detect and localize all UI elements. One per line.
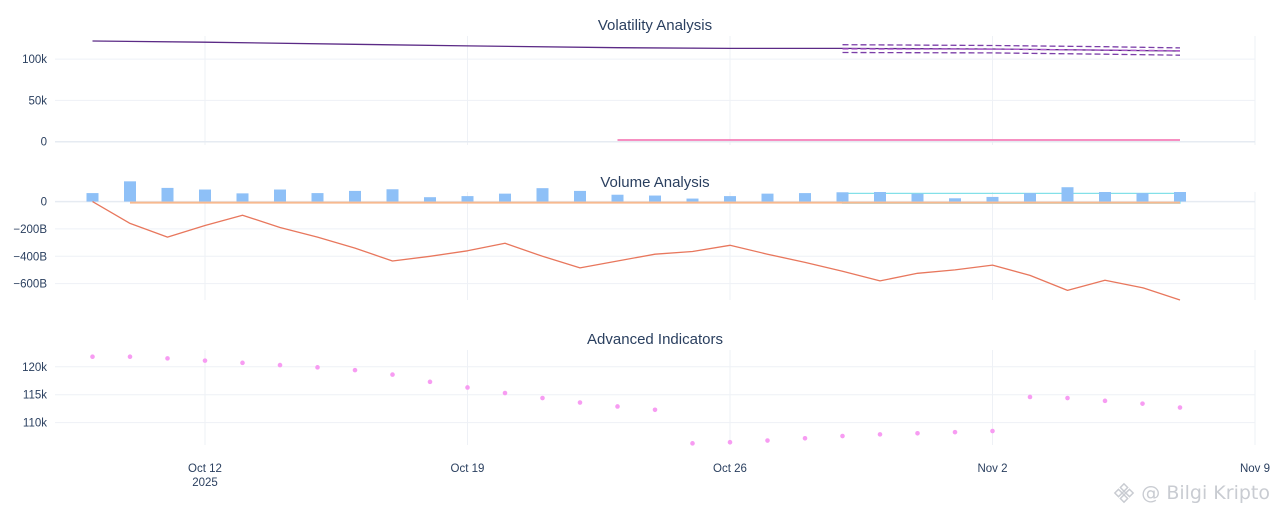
volume-bar <box>1136 193 1149 202</box>
indicator-point <box>877 432 883 437</box>
binance-diamond-icon <box>1114 482 1135 504</box>
indicator-point <box>352 367 358 373</box>
volume-bar <box>124 181 136 202</box>
indicator-point <box>502 390 508 396</box>
y-tick-label: 110k <box>23 418 47 430</box>
indicator-point <box>915 430 920 436</box>
volume-bar <box>611 194 624 202</box>
indicator-point <box>1065 395 1070 401</box>
volume-bar <box>874 192 886 202</box>
volume-bar <box>799 193 811 202</box>
indicator-point <box>540 395 545 401</box>
volume-bar <box>724 196 736 202</box>
indicator-point <box>690 441 695 446</box>
cumulative-delta-line <box>92 201 1181 301</box>
volume-bar <box>536 188 549 202</box>
volume-bar <box>1024 193 1036 202</box>
indicator-point <box>202 358 208 363</box>
volume-bar <box>986 196 999 202</box>
indicator-point <box>165 356 170 361</box>
indicator-point <box>615 404 620 409</box>
volume-bar <box>274 189 286 202</box>
panel-title: Volatility Analysis <box>598 17 712 34</box>
indicator-point <box>1102 398 1108 404</box>
y-tick-label: −400B <box>13 251 47 263</box>
indicator-point <box>952 429 958 435</box>
volume-bar <box>199 189 211 202</box>
y-tick-label: 115k <box>23 390 47 402</box>
y-tick-label: 100k <box>22 54 47 66</box>
indicator-point <box>802 435 808 441</box>
watermark-text: @ Bilgi Kripto <box>1141 482 1270 504</box>
y-tick-label: 0 <box>41 197 47 209</box>
indicator-point <box>240 360 245 366</box>
indicator-point <box>840 433 845 439</box>
price-line <box>92 40 1181 52</box>
watermark: @ Bilgi Kripto <box>1113 482 1270 504</box>
y-tick-label: 120k <box>22 362 47 374</box>
volume-bar <box>761 193 774 202</box>
indicator-point <box>427 379 433 385</box>
indicator-point <box>1140 401 1145 406</box>
volume-bar <box>499 193 511 202</box>
x-tick-label: Oct 12 <box>188 463 222 475</box>
indicator-point <box>90 354 95 360</box>
volume-bar <box>686 198 699 202</box>
volume-bar <box>836 192 849 202</box>
indicator-point <box>765 438 770 443</box>
x-tick-label: Nov 2 <box>977 463 1007 475</box>
volume-bar <box>649 195 661 202</box>
band-lower-line <box>842 51 1181 56</box>
volume-bar <box>161 187 174 202</box>
volume-bar <box>349 190 361 202</box>
indicator-point <box>1027 394 1033 400</box>
volume-bar <box>911 193 924 202</box>
indicator-point <box>315 365 320 370</box>
volume-bar <box>949 198 961 202</box>
volume-bar <box>1174 192 1186 202</box>
volume-bar <box>461 196 474 202</box>
volume-bar <box>1061 187 1074 202</box>
volume-bar <box>574 190 586 202</box>
volume-bar <box>86 193 99 202</box>
x-tick-label: Oct 26 <box>713 463 747 475</box>
y-tick-label: 50k <box>28 95 47 107</box>
indicator-point <box>127 354 133 360</box>
volume-bar <box>1099 192 1111 202</box>
indicator-point <box>390 372 395 377</box>
y-tick-label: 0 <box>41 137 47 149</box>
volume-bar <box>236 193 249 202</box>
indicator-point <box>465 385 470 390</box>
indicator-point <box>577 400 583 405</box>
indicator-point <box>727 439 733 445</box>
y-tick-label: −200B <box>13 224 47 236</box>
band-mid-line <box>842 48 1181 52</box>
band-upper-line <box>842 44 1181 49</box>
panel-title: Advanced Indicators <box>587 331 723 348</box>
x-tick-label: Oct 19 <box>451 463 485 475</box>
x-tick-label: Nov 9 <box>1240 463 1270 475</box>
indicator-point <box>990 428 995 434</box>
indicator-point <box>652 407 658 413</box>
y-tick-label: −600B <box>13 279 47 291</box>
volume-bar <box>424 197 436 202</box>
panel-title: Volume Analysis <box>600 174 709 191</box>
x-tick-sublabel: 2025 <box>192 477 218 489</box>
volume-bar <box>386 189 399 202</box>
volume-bar <box>311 193 324 202</box>
indicator-point <box>1177 405 1183 410</box>
indicator-point <box>277 362 283 368</box>
